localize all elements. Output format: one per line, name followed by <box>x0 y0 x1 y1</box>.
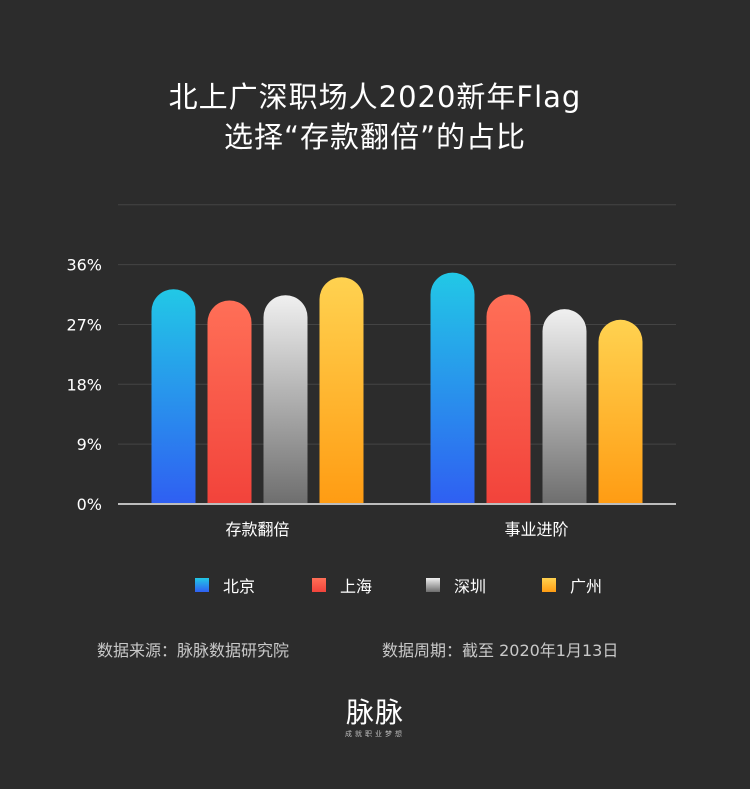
legend-swatch <box>195 578 209 592</box>
y-tick-label: 18% <box>66 375 102 394</box>
legend-swatch <box>426 578 440 592</box>
data-period: 数据周期：截至 2020年1月13日 <box>382 641 619 660</box>
logo-name: 脉脉 <box>345 696 404 729</box>
chart-legend: 北京 上海 深圳 广州 <box>0 573 750 597</box>
bar-深圳 <box>263 295 308 504</box>
legend-label: 北京 <box>223 577 256 596</box>
legend-label: 广州 <box>570 577 603 596</box>
chart-title-line1: 北上广深职场人2020新年Flag <box>168 80 582 114</box>
data-source: 数据来源：脉脉数据研究院 <box>97 641 290 660</box>
legend-item: 深圳 <box>426 573 486 597</box>
legend-swatch <box>542 578 556 592</box>
maimai-logo: 脉脉 成就职业梦想 <box>0 697 750 739</box>
x-category-label: 事业进阶 <box>504 520 568 539</box>
bar-广州 <box>598 319 643 504</box>
logo-slogan: 成就职业梦想 <box>345 730 405 738</box>
legend-label: 深圳 <box>454 577 487 596</box>
legend-label: 上海 <box>340 577 373 596</box>
bar-chart: 0% 9% 18% 27% 36% 存款翻倍 事业进阶 <box>66 204 676 539</box>
bar-北京 <box>430 272 475 504</box>
y-tick-label: 9% <box>77 435 102 454</box>
legend-item: 上海 <box>312 573 372 597</box>
bar-深圳 <box>542 309 587 504</box>
y-tick-label: 36% <box>66 256 102 275</box>
bar-广州 <box>319 277 364 504</box>
bar-上海 <box>486 294 531 504</box>
legend-item: 北京 <box>195 573 255 597</box>
y-tick-label: 0% <box>77 495 102 514</box>
x-category-label: 存款翻倍 <box>225 520 289 539</box>
chart-title-line2: 选择“存款翻倍”的占比 <box>223 120 527 154</box>
bar-北京 <box>151 289 196 504</box>
legend-swatch <box>312 578 326 592</box>
legend-item: 广州 <box>542 573 602 597</box>
y-tick-label: 27% <box>66 315 102 334</box>
bar-上海 <box>207 300 252 504</box>
